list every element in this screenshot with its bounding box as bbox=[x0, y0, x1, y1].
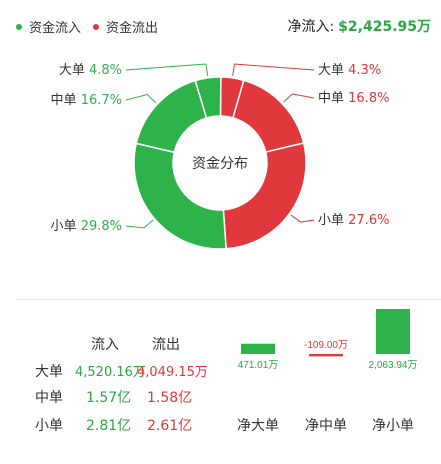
donut-slice-in-4 bbox=[135, 79, 208, 154]
bar-category-net-small: 净小单 bbox=[372, 418, 414, 434]
net-bar-0 bbox=[241, 343, 275, 354]
net-flow-value: $2,425.95万 bbox=[338, 19, 431, 35]
row-label-large: 大单 bbox=[35, 364, 63, 380]
donut-leader-line-0 bbox=[232, 63, 315, 76]
donut-slice-in-3 bbox=[133, 142, 227, 250]
donut-leader-line-2 bbox=[290, 214, 315, 223]
donut-label-0: 大单 4.3% bbox=[318, 63, 381, 78]
net-flow: 净流入: $2,425.95万 bbox=[287, 16, 431, 36]
net-flow-bar-chart: 471.01万 -109.00万 2,063.94万 bbox=[238, 309, 418, 371]
donut-slice-out-2 bbox=[222, 142, 307, 250]
donut-slice-out-1 bbox=[232, 79, 305, 153]
cell-medium-in: 1.57亿 bbox=[86, 390, 132, 406]
donut-center-title: 资金分布 bbox=[192, 156, 248, 172]
legend-outflow: 资金流出 bbox=[93, 17, 158, 36]
donut-label-3: 小单 29.8% bbox=[51, 219, 122, 234]
cell-medium-out: 1.58亿 bbox=[147, 390, 193, 406]
cell-small-out: 2.61亿 bbox=[147, 418, 193, 434]
legend: 资金流入 资金流出 bbox=[16, 17, 170, 36]
row-label-medium: 中单 bbox=[35, 390, 63, 406]
net-bar-value-1: -109.00万 bbox=[304, 340, 348, 351]
row-label-small: 小单 bbox=[35, 418, 63, 434]
table-header-out: 流出 bbox=[152, 337, 180, 353]
donut-leader-line-3 bbox=[125, 219, 154, 229]
cell-large-in: 4,520.16万 bbox=[75, 365, 146, 380]
cell-small-in: 2.81亿 bbox=[86, 418, 132, 434]
donut-leader-line-5 bbox=[125, 63, 209, 76]
net-bar-value-0: 471.01万 bbox=[238, 360, 279, 371]
bar-category-net-medium: 净中单 bbox=[305, 418, 347, 434]
donut-leader-line-1 bbox=[283, 93, 315, 103]
donut-label-5: 大单 4.8% bbox=[59, 63, 122, 78]
legend-inflow: 资金流入 bbox=[16, 17, 81, 36]
bar-category-net-large: 净大单 bbox=[237, 418, 279, 434]
donut-label-1: 中单 16.8% bbox=[318, 91, 389, 106]
fund-distribution-donut: 大单 4.3% 中单 16.8% 小单 27.6% 小单 29.8% 中单 16.7% 大… bbox=[51, 63, 389, 250]
divider bbox=[16, 299, 441, 300]
legend-outflow-label: 资金流出 bbox=[106, 21, 159, 36]
table-header-in: 流入 bbox=[91, 337, 119, 353]
net-bar-value-2: 2,063.94万 bbox=[369, 360, 418, 371]
outflow-dot-icon bbox=[93, 23, 100, 30]
inflow-dot-icon bbox=[16, 23, 22, 30]
net-bar-2 bbox=[376, 309, 410, 354]
net-bar-1 bbox=[309, 354, 343, 357]
donut-leader-line-4 bbox=[125, 93, 157, 104]
donut-slice-in-5 bbox=[194, 76, 222, 119]
legend-inflow-label: 资金流入 bbox=[29, 21, 82, 36]
net-flow-label: 净流入: bbox=[287, 19, 335, 35]
donut-label-2: 小单 27.6% bbox=[318, 213, 389, 228]
cell-large-out: 4,049.15万 bbox=[137, 365, 208, 380]
donut-label-4: 中单 16.7% bbox=[51, 93, 122, 108]
